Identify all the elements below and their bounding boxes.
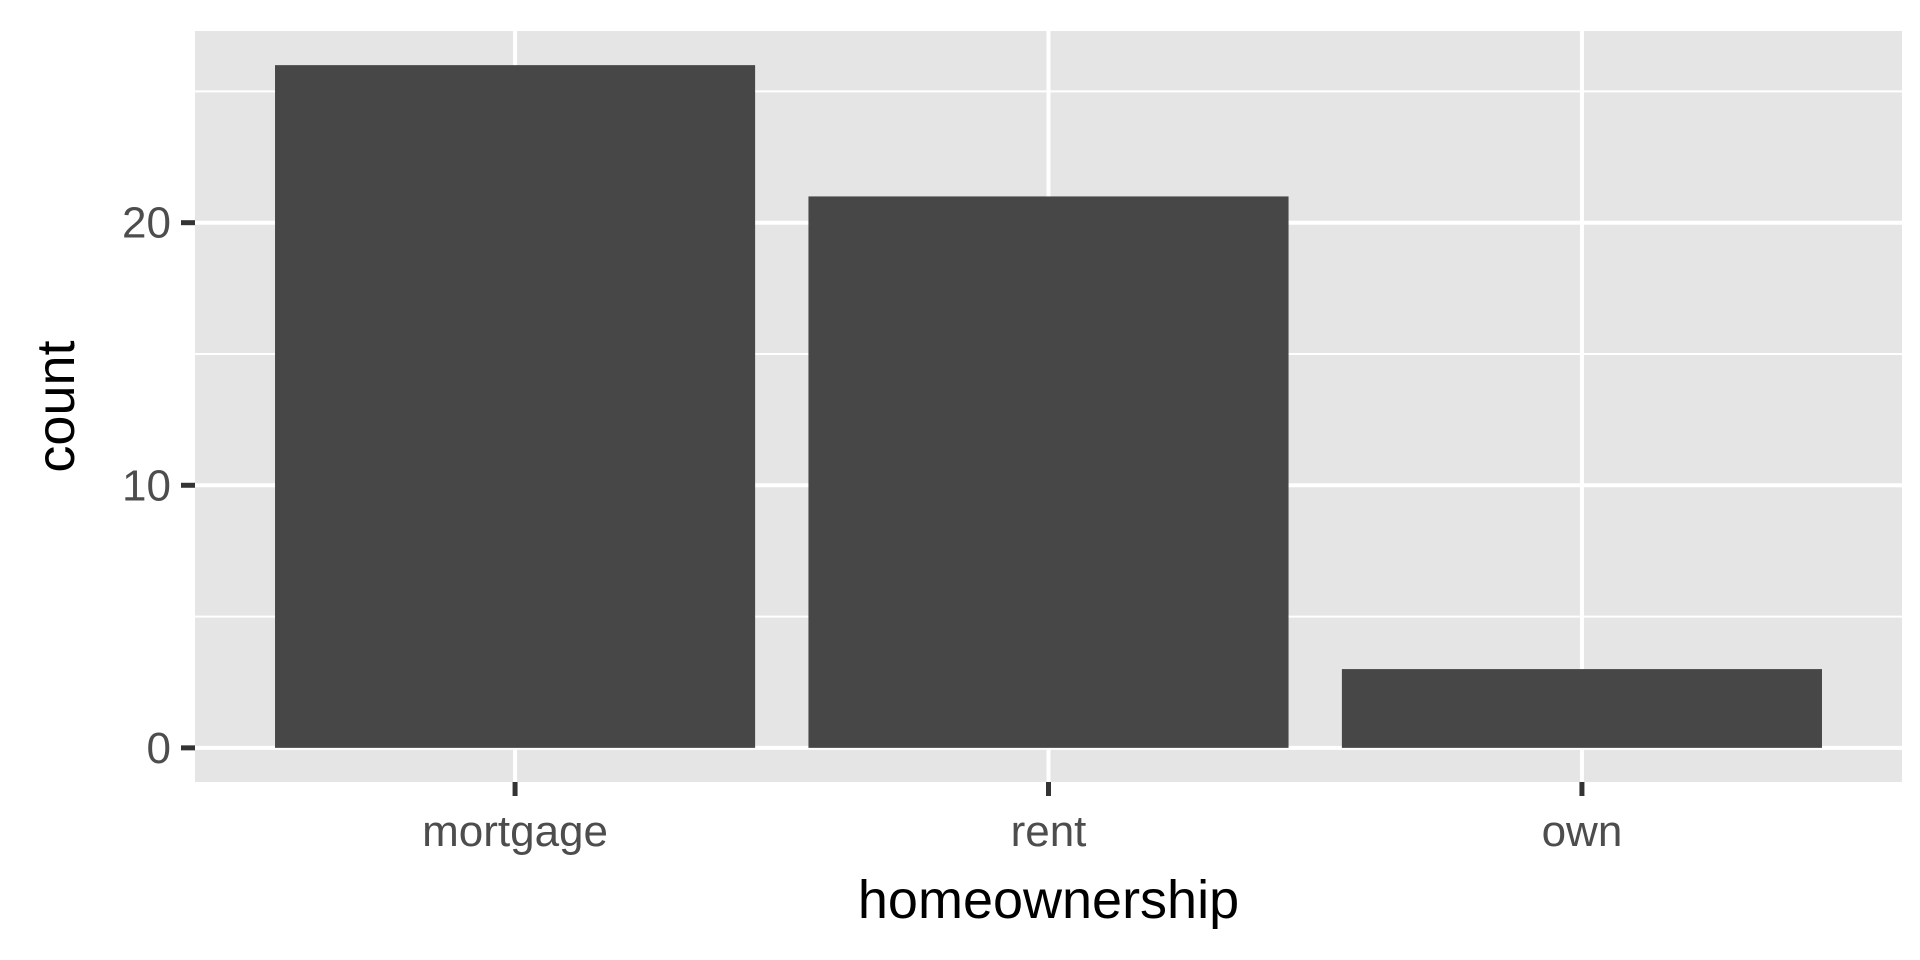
y-axis: 0 10 20 [122,199,195,773]
bar-rent [808,196,1289,748]
x-tick-label: rent [1011,807,1087,856]
x-axis: mortgage rent own [422,782,1622,856]
bars [275,65,1822,748]
y-tick-label: 10 [122,461,171,510]
y-axis-title: count [26,340,86,472]
y-tick-label: 20 [122,199,171,248]
y-tick-label: 0 [147,724,171,773]
x-tick-label: mortgage [422,807,608,856]
bar-own [1341,669,1822,748]
x-tick-label: own [1542,807,1623,856]
x-axis-title: homeownership [858,870,1239,930]
bar-mortgage [275,65,756,748]
